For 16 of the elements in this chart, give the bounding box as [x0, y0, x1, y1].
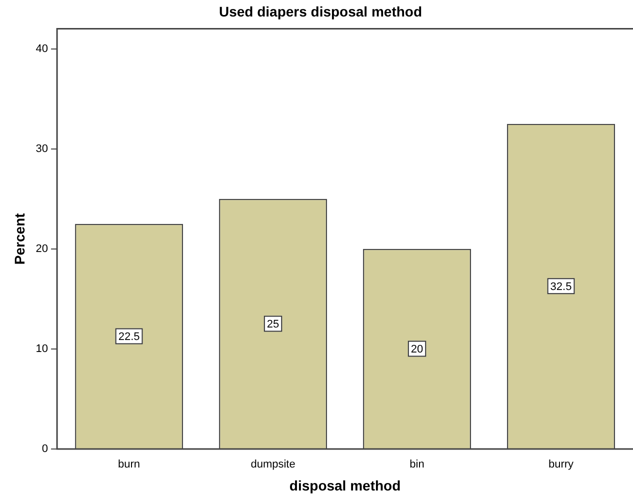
data-label: 20	[410, 344, 424, 356]
y-axis-title: Percent	[11, 212, 28, 265]
data-label: 25	[266, 318, 280, 331]
y-tick-label: 0	[42, 443, 48, 456]
y-tick-label: 30	[36, 142, 48, 155]
x-tick-label: dumpsite	[250, 458, 296, 471]
chart-title: Used diapers disposal method	[218, 3, 422, 20]
x-axis-title: disposal method	[289, 477, 401, 494]
data-label: 32.5	[550, 281, 572, 294]
x-tick-label: bin	[410, 458, 424, 471]
x-tick-label: burn	[118, 458, 140, 471]
x-tick-label: burry	[548, 458, 574, 471]
y-tick-label: 20	[36, 242, 48, 255]
data-label: 22.5	[118, 331, 140, 344]
y-tick-label: 10	[36, 342, 48, 355]
y-tick-label: 40	[36, 42, 48, 55]
